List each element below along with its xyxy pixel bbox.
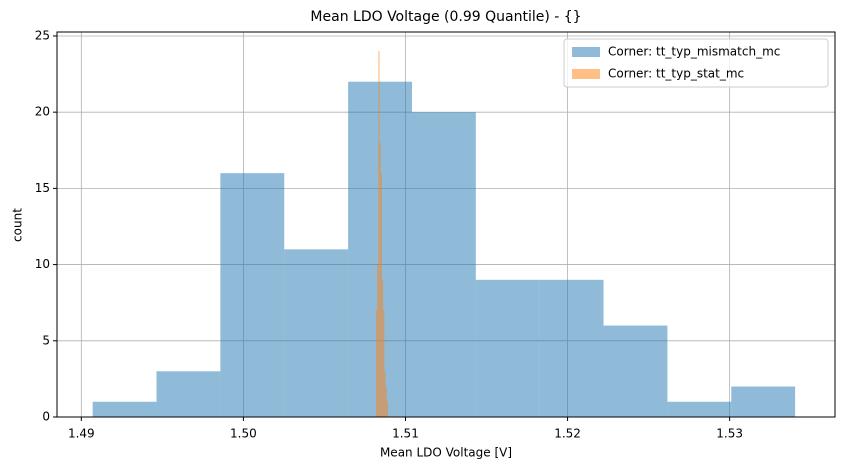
legend-swatch: [572, 69, 600, 79]
legend-label: Corner: tt_typ_stat_mc: [608, 67, 744, 81]
histogram-bar: [603, 325, 668, 417]
histogram-bar: [385, 386, 387, 417]
histogram-bar: [539, 279, 604, 417]
histogram-bar: [375, 310, 378, 417]
x-tick-label: 1.51: [392, 427, 419, 441]
histogram-bar: [284, 249, 349, 417]
histogram-bar: [379, 142, 381, 418]
histogram-bar: [156, 371, 221, 417]
histogram-bar: [220, 173, 285, 417]
y-tick-label: 0: [42, 410, 50, 424]
legend-swatch: [572, 47, 600, 57]
chart-title: Mean LDO Voltage (0.99 Quantile) - {}: [310, 9, 581, 25]
histogram-bar: [731, 386, 796, 417]
y-tick-label: 25: [35, 28, 50, 42]
histogram-bar: [92, 401, 157, 417]
x-tick-label: 1.50: [230, 427, 257, 441]
histogram-bar: [667, 401, 732, 417]
histogram-bar: [384, 371, 386, 417]
legend-label: Corner: tt_typ_mismatch_mc: [608, 45, 780, 59]
y-tick-label: 5: [42, 333, 50, 347]
histogram-bar: [411, 112, 476, 417]
y-tick-label: 15: [35, 181, 50, 195]
histogram-bar: [383, 310, 385, 417]
plot-frame: [56, 31, 836, 418]
histogram-bar: [378, 51, 380, 417]
x-tick-label: 1.49: [68, 427, 95, 441]
legend-box: [563, 38, 829, 88]
histogram-bar: [381, 279, 384, 417]
histogram-bar: [386, 401, 388, 417]
y-tick-label: 10: [35, 257, 50, 271]
histogram-bar: [377, 264, 379, 417]
x-tick-label: 1.53: [716, 427, 743, 441]
x-axis-label: Mean LDO Voltage [V]: [380, 446, 512, 460]
y-axis-label: count: [11, 208, 25, 242]
y-tick-label: 20: [35, 105, 50, 119]
histogram-bar: [380, 173, 382, 417]
histogram-bar: [475, 279, 540, 417]
x-tick-label: 1.52: [554, 427, 581, 441]
